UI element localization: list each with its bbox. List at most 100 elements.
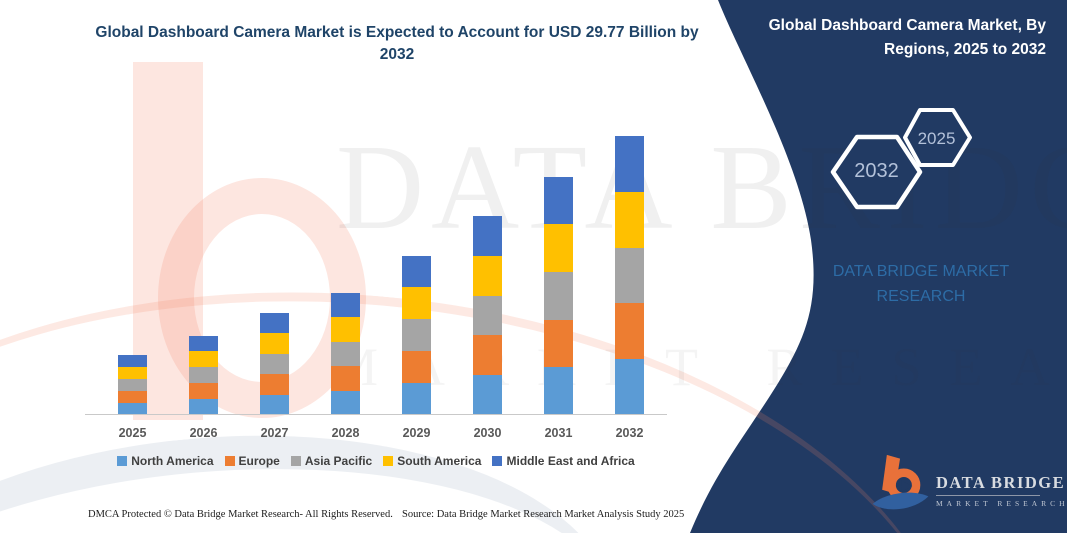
bar-segment-europe — [331, 366, 360, 391]
x-axis-labels: 2025 2026 2027 2028 2029 2030 2031 2032 — [97, 426, 665, 440]
stacked-bar-2029 — [402, 255, 431, 415]
bar-segment-asia-pacific — [260, 353, 289, 375]
hexagon-2025-label: 2025 — [917, 129, 956, 148]
stacked-bar-2026 — [189, 335, 218, 415]
bar-segment-north-america — [331, 390, 360, 415]
logo-name: DATA BRIDGE — [936, 472, 1066, 492]
bar-segment-middle-east-and-africa — [118, 355, 147, 367]
bar-segment-south-america — [331, 317, 360, 342]
legend-swatch-middle-east-and-africa — [492, 456, 503, 466]
bar-segment-middle-east-and-africa — [331, 292, 360, 317]
bar-segment-middle-east-and-africa — [189, 335, 218, 352]
bar-segment-asia-pacific — [189, 367, 218, 384]
bar-column-2028 — [310, 132, 381, 415]
bar-segment-asia-pacific — [331, 341, 360, 366]
bar-column-2027 — [239, 132, 310, 415]
page-title: Global Dashboard Camera Market is Expect… — [95, 24, 699, 64]
bar-segment-europe — [473, 335, 502, 376]
bar-segment-europe — [402, 351, 431, 384]
bar-segment-south-america — [544, 224, 573, 272]
x-tick-label-2032: 2032 — [615, 426, 644, 440]
bar-segment-middle-east-and-africa — [260, 313, 289, 334]
hexagon-2025 — [903, 108, 972, 167]
bar-segment-north-america — [473, 375, 502, 415]
bar-segment-middle-east-and-africa — [544, 176, 573, 225]
logo-subname: MARKET RESEARCH — [936, 498, 1067, 508]
bar-segment-middle-east-and-africa — [615, 136, 644, 192]
legend-swatch-europe — [224, 456, 235, 466]
legend-item-europe: Europe — [224, 454, 280, 468]
x-tick-label-2028: 2028 — [331, 426, 360, 440]
legend-item-south-america: South America — [383, 454, 481, 468]
legend-swatch-north-america — [117, 456, 128, 466]
bar-segment-south-america — [615, 191, 644, 248]
legend-label-asia-pacific: Asia Pacific — [304, 454, 373, 468]
bar-segment-middle-east-and-africa — [473, 216, 502, 256]
legend-item-north-america: North America — [117, 454, 214, 468]
hexagon-2032-label: 2032 — [854, 160, 899, 182]
stacked-bar-2032 — [615, 136, 644, 415]
legend-label-north-america: North America — [131, 454, 214, 468]
bar-column-2031 — [523, 132, 594, 415]
bar-segment-europe — [189, 383, 218, 400]
bar-segment-north-america — [118, 403, 147, 415]
x-tick-label-2031: 2031 — [544, 426, 573, 440]
bar-segment-asia-pacific — [402, 319, 431, 352]
dbmr-logo: DATA BRIDGE MARKET RESEARCH — [872, 450, 1065, 520]
bar-segment-europe — [118, 391, 147, 403]
bar-column-2030 — [452, 132, 523, 415]
bar-segment-south-america — [402, 287, 431, 320]
x-tick-label-2027: 2027 — [260, 426, 289, 440]
brand-text-line2: RESEARCH — [876, 287, 966, 305]
bar-column-2025 — [97, 132, 168, 415]
bar-segment-europe — [544, 319, 573, 368]
bar-segment-north-america — [615, 359, 644, 415]
x-tick-label-2029: 2029 — [402, 426, 431, 440]
plot-area — [97, 132, 665, 415]
bar-column-2032 — [594, 132, 665, 415]
brand-text-line1: DATA BRIDGE MARKET — [832, 263, 1010, 280]
bar-segment-south-america — [473, 255, 502, 296]
legend-swatch-south-america — [383, 456, 394, 466]
bar-segment-asia-pacific — [473, 295, 502, 336]
bar-segment-asia-pacific — [615, 247, 644, 304]
bar-segment-north-america — [402, 383, 431, 415]
bar-segment-europe — [260, 374, 289, 395]
brand-text: DATA BRIDGE MARKET RESEARCH — [795, 260, 1047, 310]
bar-column-2026 — [168, 132, 239, 415]
footer-copyright: DMCA Protected © Data Bridge Market Rese… — [88, 509, 393, 520]
bar-segment-south-america — [260, 333, 289, 354]
stacked-bar-2030 — [473, 216, 502, 415]
bar-segment-south-america — [189, 351, 218, 368]
bar-segment-north-america — [189, 399, 218, 415]
bar-column-2029 — [381, 132, 452, 415]
legend-label-south-america: South America — [397, 454, 482, 468]
stacked-bar-2027 — [260, 313, 289, 415]
x-tick-label-2030: 2030 — [473, 426, 502, 440]
data-bridge-logo-icon — [872, 454, 929, 510]
bar-segment-north-america — [260, 394, 289, 415]
bar-segment-south-america — [118, 367, 147, 379]
stacked-bar-2028 — [331, 292, 360, 415]
hexagon-2032 — [830, 134, 923, 210]
bar-segment-asia-pacific — [544, 271, 573, 320]
stacked-bar-2031 — [544, 176, 573, 415]
x-axis-line — [85, 414, 667, 415]
legend-label-middle-east-and-africa: Middle East and Africa — [506, 454, 635, 468]
legend-swatch-asia-pacific — [290, 456, 301, 466]
bar-segment-europe — [615, 303, 644, 360]
footer-source: Source: Data Bridge Market Research Mark… — [402, 509, 685, 520]
legend: North America Europe Asia Pacific South Ame… — [70, 454, 682, 468]
bar-segment-asia-pacific — [118, 379, 147, 391]
stacked-bar-2025 — [118, 355, 147, 415]
panel-title: Global Dashboard Camera Market, By Regio… — [768, 17, 1046, 59]
x-tick-label-2026: 2026 — [189, 426, 218, 440]
hexagons-graphic — [830, 108, 972, 210]
legend-item-middle-east-and-africa: Middle East and Africa — [492, 454, 635, 468]
legend-label-europe: Europe — [238, 454, 280, 468]
legend-item-asia-pacific: Asia Pacific — [290, 454, 373, 468]
bar-segment-north-america — [544, 367, 573, 415]
logo-text-block: DATA BRIDGE MARKET RESEARCH — [936, 463, 1067, 508]
right-panel-background — [690, 0, 1067, 533]
